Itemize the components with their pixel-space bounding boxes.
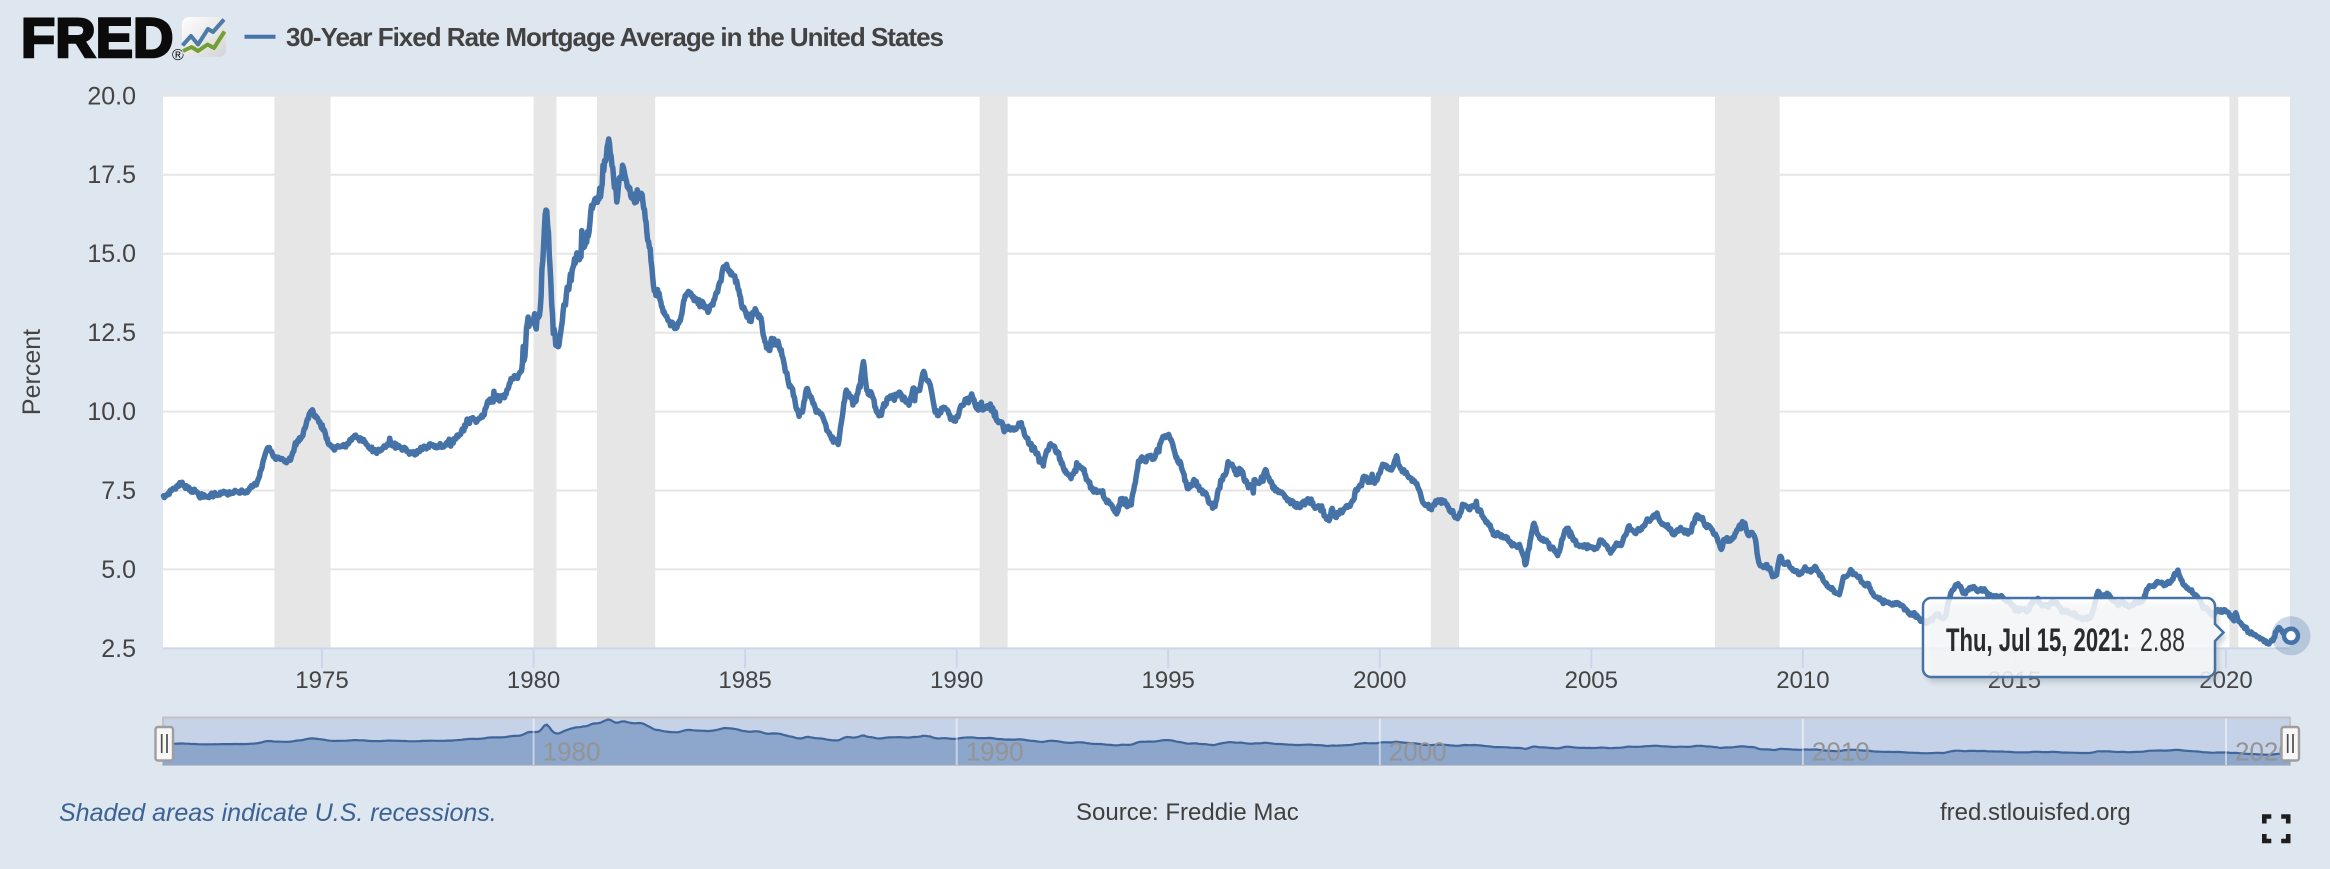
svg-text:17.5: 17.5	[87, 161, 136, 189]
svg-text:2.5: 2.5	[101, 635, 136, 663]
svg-text:1995: 1995	[1142, 667, 1195, 694]
svg-text:Percent: Percent	[18, 329, 46, 415]
svg-text:5.0: 5.0	[101, 556, 136, 584]
svg-text:1990: 1990	[966, 737, 1024, 767]
svg-text:Source: Freddie Mac: Source: Freddie Mac	[1076, 799, 1299, 826]
svg-text:1985: 1985	[718, 667, 771, 694]
svg-text:20.0: 20.0	[87, 82, 136, 110]
svg-text:12.5: 12.5	[87, 319, 136, 347]
svg-text:2.88: 2.88	[2140, 622, 2185, 658]
svg-text:2005: 2005	[1565, 667, 1618, 694]
svg-text:10.0: 10.0	[87, 398, 136, 426]
svg-text:2000: 2000	[1389, 737, 1447, 767]
svg-text:1975: 1975	[295, 667, 348, 694]
svg-text:2000: 2000	[1353, 667, 1406, 694]
svg-text:Shaded areas indicate U.S. rec: Shaded areas indicate U.S. recessions.	[59, 799, 497, 827]
svg-text:2010: 2010	[1812, 737, 1870, 767]
svg-text:7.5: 7.5	[101, 477, 136, 505]
svg-text:Thu, Jul 15, 2021:: Thu, Jul 15, 2021:	[1946, 622, 2130, 658]
svg-text:1980: 1980	[543, 737, 601, 767]
svg-text:®: ®	[172, 47, 184, 64]
svg-text:1990: 1990	[930, 667, 983, 694]
svg-text:fred.stlouisfed.org: fred.stlouisfed.org	[1940, 799, 2131, 826]
svg-text:15.0: 15.0	[87, 240, 136, 268]
svg-text:1980: 1980	[507, 667, 560, 694]
svg-text:2010: 2010	[1776, 667, 1829, 694]
svg-text:30-Year Fixed Rate Mortgage Av: 30-Year Fixed Rate Mortgage Average in t…	[286, 22, 944, 52]
svg-text:FRED: FRED	[21, 6, 173, 69]
